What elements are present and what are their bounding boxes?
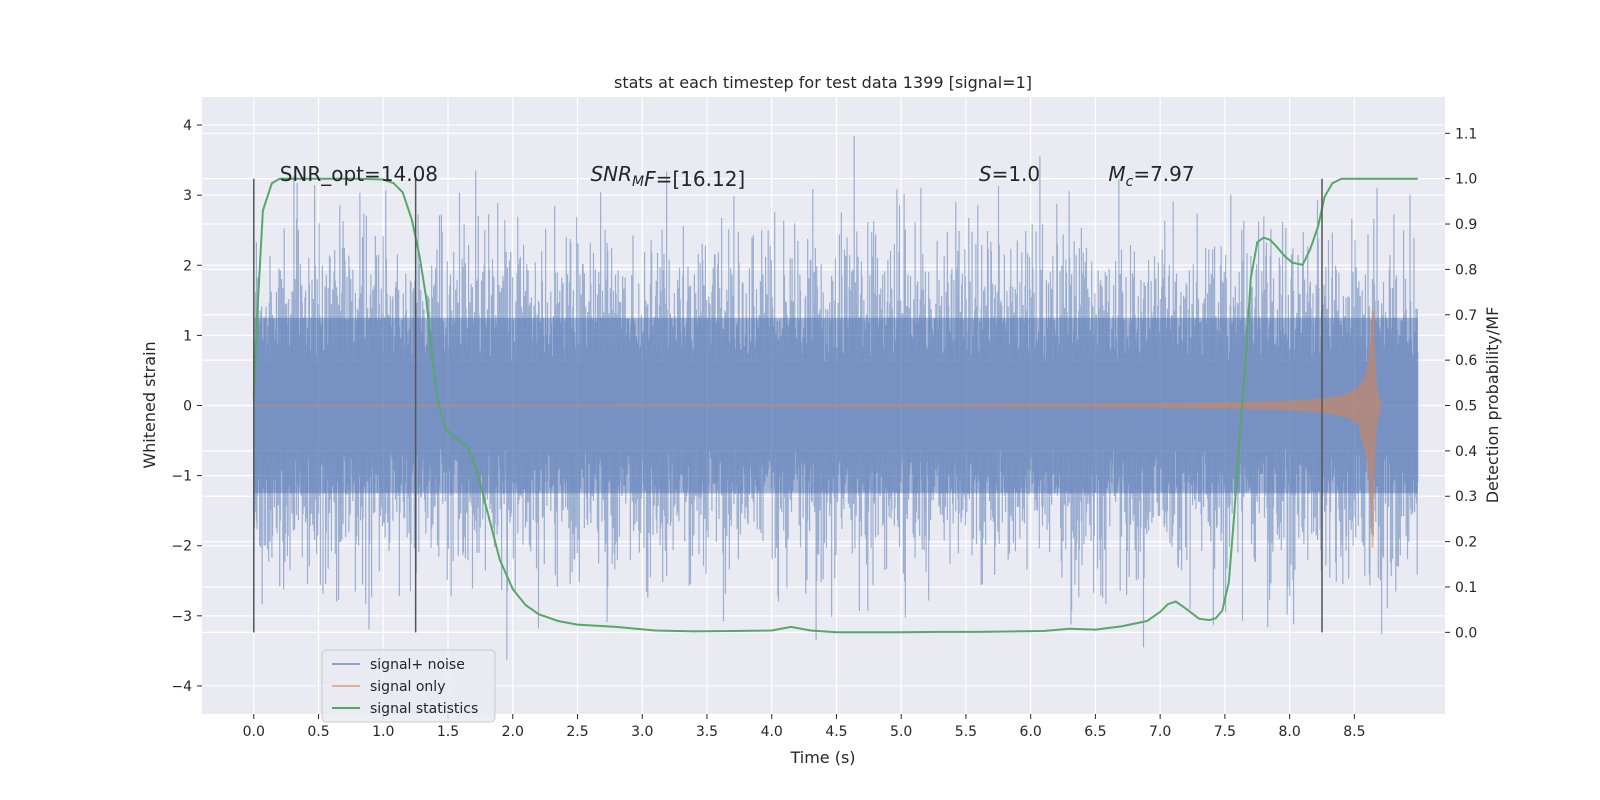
legend-label: signal only bbox=[370, 679, 445, 695]
y-axis-left: −4 −3 −2 −1 0 1 2 3 4 bbox=[171, 118, 202, 695]
annotation: SNR_opt=14.08 bbox=[280, 162, 438, 186]
x-tick-label: 3.0 bbox=[631, 724, 653, 740]
legend-label: signal+ noise bbox=[370, 657, 465, 673]
y-axis-label: Whitened strain bbox=[140, 341, 159, 468]
y-tick-label: −2 bbox=[171, 539, 192, 555]
x-tick-label: 6.5 bbox=[1084, 724, 1106, 740]
legend-label: signal statistics bbox=[370, 701, 478, 717]
y2-tick-label: 0.9 bbox=[1455, 217, 1477, 233]
x-tick-label: 7.5 bbox=[1214, 724, 1236, 740]
y-tick-label: −4 bbox=[171, 679, 192, 695]
y2-tick-label: 0.0 bbox=[1455, 625, 1477, 641]
annotation: SNRMF=[16.12] bbox=[590, 162, 745, 191]
x-tick-label: 1.5 bbox=[437, 724, 459, 740]
signal-statistics-line bbox=[252, 177, 1418, 634]
y-tick-label: 1 bbox=[183, 328, 192, 344]
y2-tick-label: 0.4 bbox=[1455, 444, 1477, 460]
x-tick-label: 5.5 bbox=[955, 724, 977, 740]
annotations: SNR_opt=14.08 SNRMF=[16.12] S=1.0 Mc=7.97 bbox=[280, 162, 1195, 191]
signal-statistics-series bbox=[252, 177, 1418, 634]
y-tick-label: 0 bbox=[183, 399, 192, 415]
x-tick-label: 4.0 bbox=[761, 724, 783, 740]
annotation: Mc=7.97 bbox=[1108, 162, 1194, 190]
x-tick-label: 2.0 bbox=[502, 724, 524, 740]
y2-tick-label: 0.2 bbox=[1455, 535, 1477, 551]
y2-tick-label: 0.8 bbox=[1455, 262, 1477, 278]
x-tick-label: 0.0 bbox=[243, 724, 265, 740]
y2-tick-label: 1.1 bbox=[1455, 126, 1477, 142]
y2-tick-label: 0.1 bbox=[1455, 580, 1477, 596]
y-tick-label: 4 bbox=[183, 118, 192, 134]
x-tick-label: 6.0 bbox=[1020, 724, 1042, 740]
y2-tick-label: 0.6 bbox=[1455, 353, 1477, 369]
x-tick-label: 1.0 bbox=[372, 724, 394, 740]
x-tick-label: 8.5 bbox=[1343, 724, 1365, 740]
x-tick-label: 3.5 bbox=[696, 724, 718, 740]
y-tick-label: −3 bbox=[171, 609, 192, 625]
x-tick-label: 8.0 bbox=[1278, 724, 1300, 740]
x-axis: 0.0 0.5 1.0 1.5 2.0 2.5 3.0 3.5 4.0 4.5 5.0 5.5 6.0 6… bbox=[243, 714, 1365, 740]
y2-tick-label: 0.3 bbox=[1455, 489, 1477, 505]
chart-title: stats at each timestep for test data 139… bbox=[614, 73, 1032, 92]
annotation: S=1.0 bbox=[979, 162, 1040, 186]
legend: signal+ noise signal only signal statistic… bbox=[321, 649, 496, 723]
legend-box bbox=[321, 649, 496, 723]
y-axis-right: 0.0 0.1 0.2 0.3 0.4 0.5 0.6 0.7 0.8 0.9 1.0 1.1 bbox=[1445, 126, 1477, 641]
y-tick-label: 2 bbox=[183, 258, 192, 274]
y2-tick-label: 0.5 bbox=[1455, 399, 1477, 415]
y2-tick-label: 1.0 bbox=[1455, 172, 1477, 188]
y-tick-label: −1 bbox=[171, 469, 192, 485]
y2-axis-label: Detection probability/MF bbox=[1483, 307, 1502, 504]
x-tick-label: 5.0 bbox=[890, 724, 912, 740]
x-tick-label: 2.5 bbox=[566, 724, 588, 740]
x-axis-label: Time (s) bbox=[789, 748, 855, 767]
x-tick-label: 7.0 bbox=[1149, 724, 1171, 740]
x-tick-label: 4.5 bbox=[825, 724, 847, 740]
y-tick-label: 3 bbox=[183, 188, 192, 204]
vertical-markers bbox=[253, 178, 1323, 633]
y2-tick-label: 0.7 bbox=[1455, 308, 1477, 324]
x-tick-label: 0.5 bbox=[307, 724, 329, 740]
